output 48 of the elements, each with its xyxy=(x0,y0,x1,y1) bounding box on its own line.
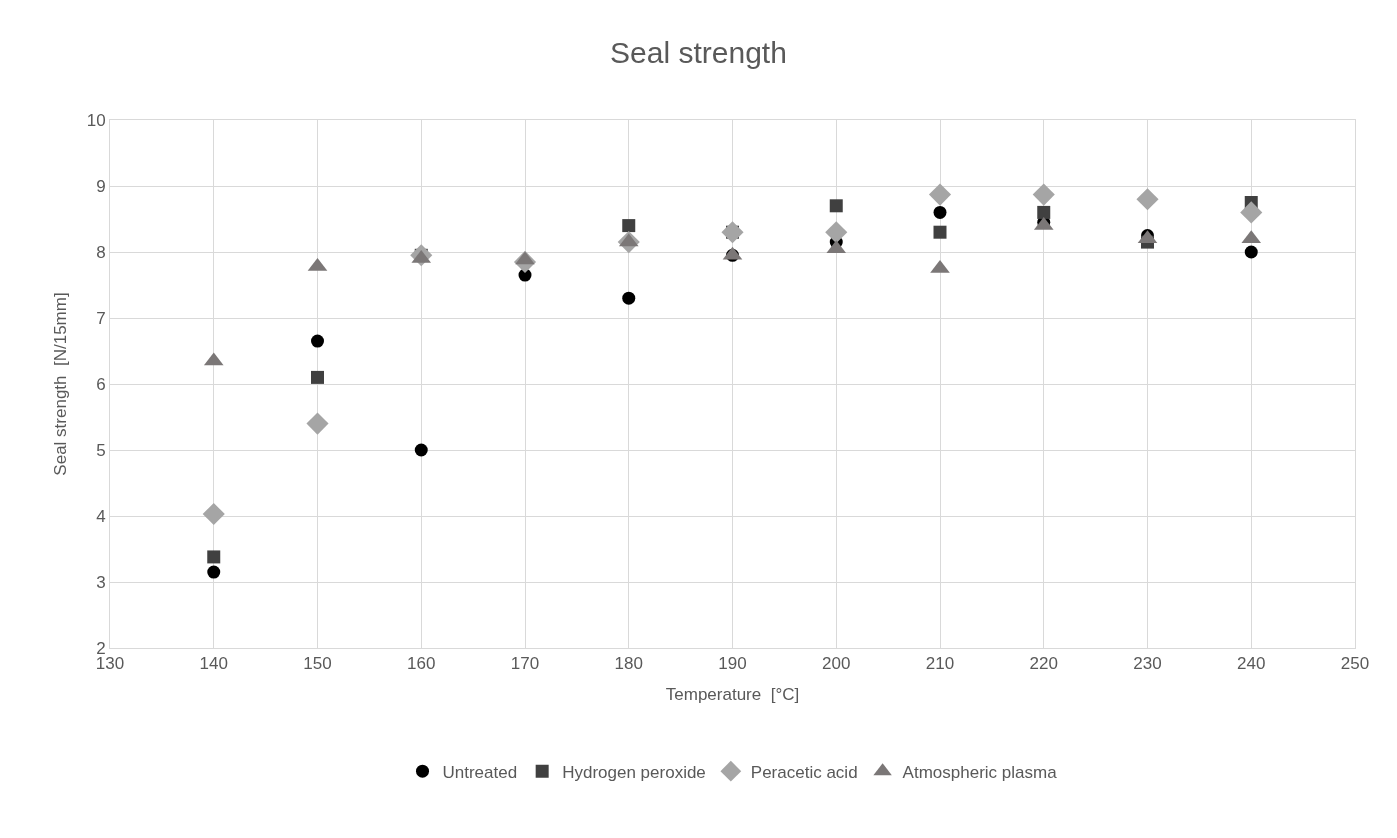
point xyxy=(306,412,329,435)
point xyxy=(202,502,225,526)
legend-label: Untreated xyxy=(442,762,518,782)
x-tick-label: 140 xyxy=(199,654,228,674)
point xyxy=(622,291,636,305)
x-tick-label: 220 xyxy=(1029,654,1058,674)
point xyxy=(311,370,324,384)
legend-label: Hydrogen peroxide xyxy=(562,762,706,782)
y-tick-label: 7 xyxy=(96,308,106,328)
point xyxy=(515,251,535,265)
point xyxy=(1032,183,1055,206)
point xyxy=(721,221,744,244)
y-tick-label: 10 xyxy=(86,110,106,130)
x-tick-label: 240 xyxy=(1237,654,1266,674)
legend-label: Peracetic acid xyxy=(750,762,858,782)
point xyxy=(933,205,947,219)
x-tick-label: 210 xyxy=(925,654,955,674)
y-tick-label: 9 xyxy=(96,176,106,196)
point xyxy=(933,225,947,239)
x-tick-label: 150 xyxy=(303,654,332,674)
x-tick-label: 180 xyxy=(614,654,643,674)
point xyxy=(311,334,324,348)
x-tick-label: 190 xyxy=(718,654,747,674)
point xyxy=(414,443,428,457)
point xyxy=(829,199,843,213)
x-tick-label: 200 xyxy=(822,654,851,674)
point xyxy=(622,219,636,233)
point xyxy=(1037,205,1051,219)
point xyxy=(1240,201,1263,224)
x-tick-label: 160 xyxy=(407,654,436,674)
point xyxy=(207,550,221,564)
x-tick-label: 230 xyxy=(1133,654,1162,674)
x-tick-label: 250 xyxy=(1340,654,1370,674)
x-axis-title: Temperature [°C] xyxy=(665,684,800,704)
y-tick-label: 3 xyxy=(96,572,106,592)
y-tick-label: 8 xyxy=(96,242,106,262)
point xyxy=(1136,188,1159,211)
point xyxy=(1244,245,1258,259)
y-tick-label: 4 xyxy=(96,506,106,526)
point xyxy=(207,565,221,579)
y-tick-label: 5 xyxy=(96,440,106,460)
x-tick-label: 170 xyxy=(510,654,540,674)
point xyxy=(928,183,952,206)
point xyxy=(825,221,848,244)
legend-label: Atmospheric plasma xyxy=(902,762,1058,782)
y-axis-title: Seal strength [N/15mm] xyxy=(51,292,71,476)
y-tick-label: 6 xyxy=(96,374,106,394)
chart-title: Seal strength xyxy=(610,35,787,69)
